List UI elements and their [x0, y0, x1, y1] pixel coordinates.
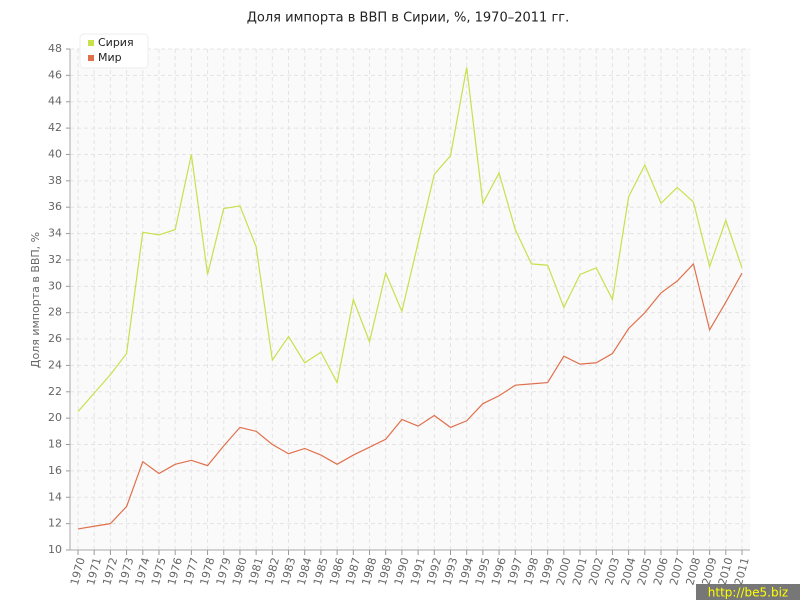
series-line [77, 262, 743, 530]
legend-label: Мир [98, 51, 122, 64]
watermark-bg [696, 584, 800, 600]
y-tick-label: 40 [48, 147, 62, 160]
watermark: http://be5.biz [708, 586, 788, 600]
y-tick-label: 32 [48, 253, 62, 266]
legend-swatch [88, 55, 94, 61]
legend-swatch [88, 40, 94, 46]
y-tick-label: 10 [48, 543, 62, 556]
y-tick-label: 22 [48, 385, 62, 398]
y-tick-label: 46 [48, 68, 62, 81]
chart-title: Доля импорта в ВВП в Сирии, %, 1970–2011… [247, 11, 570, 26]
series-line [77, 67, 743, 412]
y-tick-label: 18 [48, 438, 62, 451]
y-tick-label: 16 [48, 464, 62, 477]
y-tick-label: 26 [48, 332, 62, 345]
y-tick-label: 20 [48, 411, 62, 424]
legend-box [79, 33, 149, 69]
y-tick-label: 38 [48, 174, 62, 187]
y-tick-label: 14 [48, 490, 62, 503]
plot-area [70, 49, 750, 550]
y-tick-label: 34 [48, 227, 62, 240]
y-tick-label: 30 [48, 279, 62, 292]
y-axis-label: Доля импорта в ВВП, % [29, 232, 42, 368]
legend-label: Сирия [98, 36, 134, 49]
y-tick-label: 24 [48, 358, 62, 371]
y-tick-label: 28 [48, 306, 62, 319]
y-tick-label: 36 [48, 200, 62, 213]
y-tick-label: 48 [48, 42, 62, 55]
y-tick-label: 44 [48, 95, 62, 108]
y-tick-label: 12 [48, 517, 62, 530]
y-tick-label: 42 [48, 121, 62, 134]
